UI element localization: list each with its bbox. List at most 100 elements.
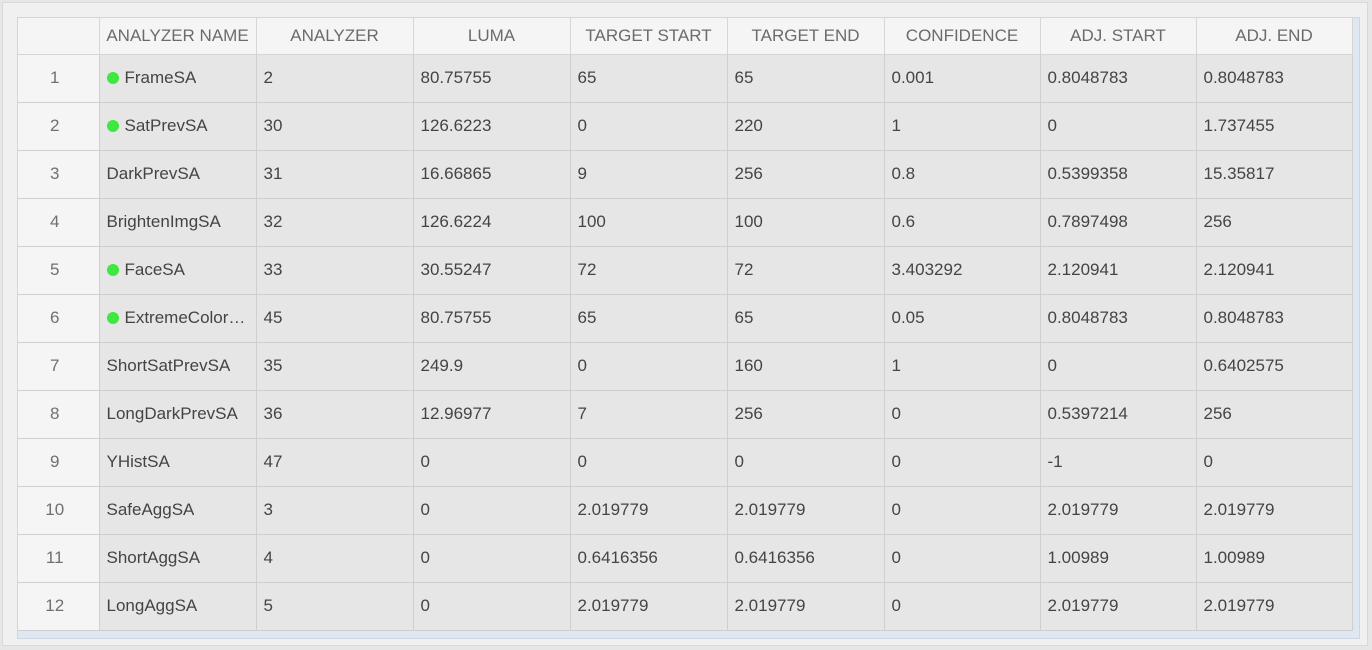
- table-row[interactable]: 1 FrameSA 2 80.75755 65 65 0.001 0.8048783 0.804…: [18, 54, 1353, 103]
- cell-adj-end[interactable]: 1.00989: [1196, 534, 1353, 583]
- cell-analyzer-name[interactable]: FrameSA: [99, 54, 257, 103]
- cell-adj-start[interactable]: 0.5399358: [1040, 150, 1197, 199]
- cell-confidence[interactable]: 0: [884, 582, 1041, 631]
- cell-adj-end[interactable]: 2.120941: [1196, 246, 1353, 295]
- cell-confidence[interactable]: 0: [884, 390, 1041, 439]
- cell-luma[interactable]: 16.66865: [413, 150, 571, 199]
- cell-luma[interactable]: 0: [413, 486, 571, 535]
- table-row[interactable]: 12 LongAggSA 5 0 2.019779 2.019779 0 2.019779 2.…: [18, 582, 1353, 631]
- cell-target-end[interactable]: 100: [727, 198, 885, 247]
- cell-adj-end[interactable]: 256: [1196, 390, 1353, 439]
- table-row[interactable]: 8 LongDarkPrevSA 36 12.96977 7 256 0 0.5397214 2…: [18, 390, 1353, 439]
- cell-adj-start[interactable]: 0.7897498: [1040, 198, 1197, 247]
- cell-confidence[interactable]: 1: [884, 342, 1041, 391]
- cell-adj-start[interactable]: 2.019779: [1040, 486, 1197, 535]
- column-header-adj-start[interactable]: ADJ. START: [1040, 18, 1197, 55]
- cell-target-start[interactable]: 7: [570, 390, 728, 439]
- cell-target-start[interactable]: 100: [570, 198, 728, 247]
- cell-analyzer[interactable]: 36: [256, 390, 414, 439]
- cell-target-start[interactable]: 2.019779: [570, 582, 728, 631]
- cell-target-start[interactable]: 0: [570, 438, 728, 487]
- table-row[interactable]: 7 ShortSatPrevSA 35 249.9 0 160 1 0 0.6402575: [18, 342, 1353, 391]
- cell-target-start[interactable]: 65: [570, 294, 728, 343]
- cell-confidence[interactable]: 0: [884, 438, 1041, 487]
- cell-target-start[interactable]: 72: [570, 246, 728, 295]
- cell-luma[interactable]: 0: [413, 534, 571, 583]
- cell-target-end[interactable]: 256: [727, 390, 885, 439]
- column-header-adj-end[interactable]: ADJ. END: [1196, 18, 1353, 55]
- cell-adj-end[interactable]: 15.35817: [1196, 150, 1353, 199]
- cell-target-end[interactable]: 0.6416356: [727, 534, 885, 583]
- table-row[interactable]: 2 SatPrevSA 30 126.6223 0 220 1 0 1.737455: [18, 102, 1353, 151]
- cell-luma[interactable]: 80.75755: [413, 294, 571, 343]
- cell-target-end[interactable]: 2.019779: [727, 486, 885, 535]
- cell-adj-end[interactable]: 0.6402575: [1196, 342, 1353, 391]
- cell-adj-end[interactable]: 0.8048783: [1196, 54, 1353, 103]
- cell-analyzer[interactable]: 5: [256, 582, 414, 631]
- cell-adj-end[interactable]: 2.019779: [1196, 582, 1353, 631]
- cell-adj-start[interactable]: 0.8048783: [1040, 294, 1197, 343]
- table-row[interactable]: 9 YHistSA 47 0 0 0 0 -1 0: [18, 438, 1353, 487]
- cell-luma[interactable]: 249.9: [413, 342, 571, 391]
- column-header-confidence[interactable]: CONFIDENCE: [884, 18, 1041, 55]
- cell-target-end[interactable]: 2.019779: [727, 582, 885, 631]
- cell-target-end[interactable]: 0: [727, 438, 885, 487]
- column-header-target-end[interactable]: TARGET END: [727, 18, 885, 55]
- cell-confidence[interactable]: 0.8: [884, 150, 1041, 199]
- column-header-analyzer-name[interactable]: ANALYZER NAME: [99, 18, 257, 55]
- cell-analyzer[interactable]: 30: [256, 102, 414, 151]
- cell-luma[interactable]: 30.55247: [413, 246, 571, 295]
- cell-target-start[interactable]: 0.6416356: [570, 534, 728, 583]
- table-row[interactable]: 11 ShortAggSA 4 0 0.6416356 0.6416356 0 1.00989…: [18, 534, 1353, 583]
- cell-analyzer[interactable]: 35: [256, 342, 414, 391]
- cell-confidence[interactable]: 0: [884, 486, 1041, 535]
- cell-analyzer[interactable]: 47: [256, 438, 414, 487]
- cell-target-start[interactable]: 0: [570, 342, 728, 391]
- cell-luma[interactable]: 0: [413, 582, 571, 631]
- cell-luma[interactable]: 126.6224: [413, 198, 571, 247]
- cell-target-end[interactable]: 160: [727, 342, 885, 391]
- cell-analyzer-name[interactable]: FaceSA: [99, 246, 257, 295]
- cell-analyzer-name[interactable]: BrightenImgSA: [99, 198, 257, 247]
- cell-adj-start[interactable]: -1: [1040, 438, 1197, 487]
- cell-luma[interactable]: 80.75755: [413, 54, 571, 103]
- cell-target-end[interactable]: 72: [727, 246, 885, 295]
- cell-target-end[interactable]: 65: [727, 294, 885, 343]
- table-row[interactable]: 5 FaceSA 33 30.55247 72 72 3.403292 2.120941 2.1…: [18, 246, 1353, 295]
- cell-analyzer[interactable]: 2: [256, 54, 414, 103]
- cell-analyzer[interactable]: 32: [256, 198, 414, 247]
- cell-luma[interactable]: 126.6223: [413, 102, 571, 151]
- table-row[interactable]: 10 SafeAggSA 3 0 2.019779 2.019779 0 2.019779 2.…: [18, 486, 1353, 535]
- cell-analyzer-name[interactable]: DarkPrevSA: [99, 150, 257, 199]
- cell-analyzer-name[interactable]: SafeAggSA: [99, 486, 257, 535]
- cell-confidence[interactable]: 0: [884, 534, 1041, 583]
- cell-luma[interactable]: 0: [413, 438, 571, 487]
- cell-adj-end[interactable]: 1.737455: [1196, 102, 1353, 151]
- cell-analyzer-name[interactable]: SatPrevSA: [99, 102, 257, 151]
- cell-analyzer[interactable]: 3: [256, 486, 414, 535]
- cell-analyzer-name[interactable]: ShortAggSA: [99, 534, 257, 583]
- column-header-rownum[interactable]: [18, 18, 100, 55]
- cell-analyzer-name[interactable]: ShortSatPrevSA: [99, 342, 257, 391]
- cell-analyzer-name[interactable]: LongDarkPrevSA: [99, 390, 257, 439]
- cell-confidence[interactable]: 3.403292: [884, 246, 1041, 295]
- cell-luma[interactable]: 12.96977: [413, 390, 571, 439]
- cell-adj-start[interactable]: 0.5397214: [1040, 390, 1197, 439]
- cell-adj-end[interactable]: 256: [1196, 198, 1353, 247]
- cell-adj-start[interactable]: 0: [1040, 342, 1197, 391]
- cell-target-start[interactable]: 9: [570, 150, 728, 199]
- table-row[interactable]: 6 ExtremeColor… 45 80.75755 65 65 0.05 0.804878…: [18, 294, 1353, 343]
- cell-adj-start[interactable]: 2.019779: [1040, 582, 1197, 631]
- cell-target-start[interactable]: 0: [570, 102, 728, 151]
- cell-confidence[interactable]: 1: [884, 102, 1041, 151]
- cell-adj-end[interactable]: 2.019779: [1196, 486, 1353, 535]
- cell-adj-start[interactable]: 2.120941: [1040, 246, 1197, 295]
- cell-target-end[interactable]: 65: [727, 54, 885, 103]
- table-row[interactable]: 4 BrightenImgSA 32 126.6224 100 100 0.6 0.78974…: [18, 198, 1353, 247]
- column-header-analyzer[interactable]: ANALYZER: [256, 18, 414, 55]
- cell-analyzer[interactable]: 45: [256, 294, 414, 343]
- cell-target-end[interactable]: 220: [727, 102, 885, 151]
- cell-analyzer-name[interactable]: YHistSA: [99, 438, 257, 487]
- cell-target-start[interactable]: 65: [570, 54, 728, 103]
- cell-analyzer[interactable]: 33: [256, 246, 414, 295]
